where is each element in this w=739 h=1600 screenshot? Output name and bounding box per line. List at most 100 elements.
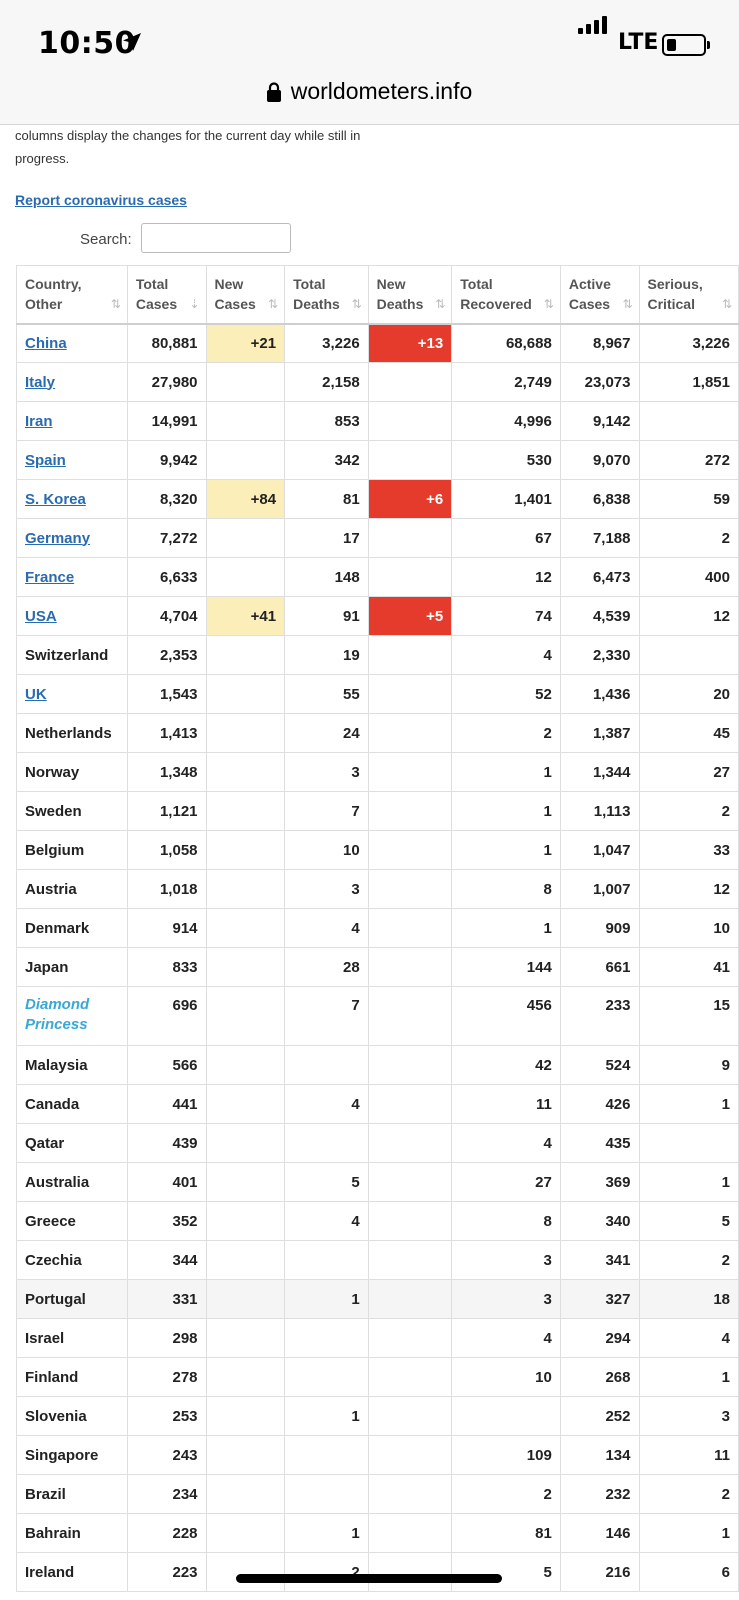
cell-total-cases: 441: [126, 1084, 207, 1124]
column-header-serious-critical[interactable]: Serious, Critical ⇅: [638, 265, 739, 325]
cell-new-deaths: [367, 362, 453, 402]
cell-total-deaths: 91: [284, 596, 369, 636]
sort-icon[interactable]: ⇅: [543, 296, 554, 311]
column-header-country[interactable]: Country, Other ⇅: [16, 265, 128, 325]
table-row: USA 4,704 +41 91 +5 74 4,539 12: [16, 596, 739, 636]
cell-total-cases: 7,272: [126, 518, 207, 558]
country-name: Netherlands: [16, 713, 128, 753]
country-name[interactable]: Germany: [16, 518, 128, 558]
cell-total-deaths: 2,158: [284, 362, 369, 402]
cell-total-deaths: [284, 1240, 369, 1280]
table-row: Iran 14,991 853 4,996 9,142: [16, 401, 739, 441]
cell-serious-critical: 5: [638, 1201, 739, 1241]
cell-total-cases: 439: [126, 1123, 207, 1163]
cell-total-cases: 278: [126, 1357, 207, 1397]
country-name[interactable]: Italy: [16, 362, 128, 402]
country-name[interactable]: China: [16, 323, 128, 363]
cell-total-deaths: 1: [284, 1279, 369, 1319]
column-header-total-deaths[interactable]: Total Deaths ⇅: [284, 265, 369, 325]
cell-new-cases: [205, 1435, 286, 1475]
cell-active-cases: 909: [559, 908, 640, 948]
cell-serious-critical: 3: [638, 1396, 739, 1436]
cell-new-deaths: [367, 869, 453, 909]
cell-total-recovered: 144: [451, 947, 561, 987]
table-row: Czechia 344 3 341 2: [16, 1240, 739, 1280]
sort-icon[interactable]: ⇅: [268, 296, 279, 311]
cell-total-recovered: 42: [451, 1045, 561, 1085]
country-name[interactable]: S. Korea: [16, 479, 128, 519]
cell-serious-critical: 12: [638, 596, 739, 636]
column-header-label: Active: [568, 276, 611, 292]
cell-active-cases: 9,070: [559, 440, 640, 480]
cell-total-recovered: 11: [451, 1084, 561, 1124]
cell-total-deaths: 24: [284, 713, 369, 753]
cell-new-deaths: [367, 674, 453, 714]
column-header-total-recovered[interactable]: Total Recovered ⇅: [451, 265, 561, 325]
cell-new-deaths: [367, 1552, 453, 1592]
table-row: Greece 352 4 8 340 5: [16, 1201, 739, 1241]
cell-new-cases: +84: [205, 479, 286, 519]
sort-icon[interactable]: ⇅: [351, 296, 362, 311]
sort-icon[interactable]: ⇣: [189, 296, 200, 311]
country-name[interactable]: Diamond Princess: [16, 986, 128, 1046]
cell-active-cases: 23,073: [559, 362, 640, 402]
cell-total-deaths: 148: [284, 557, 369, 597]
address-bar[interactable]: worldometers.info: [0, 78, 739, 105]
cell-total-cases: 344: [126, 1240, 207, 1280]
column-header-new-cases[interactable]: New Cases ⇅: [205, 265, 286, 325]
column-header-label: Total: [135, 276, 169, 292]
cell-total-cases: 253: [126, 1396, 207, 1436]
column-header-active-cases[interactable]: Active Cases ⇅: [559, 265, 640, 325]
country-name[interactable]: USA: [16, 596, 128, 636]
cell-total-recovered: 8: [451, 869, 561, 909]
cell-total-recovered: 3: [451, 1240, 561, 1280]
cell-total-cases: 27,980: [126, 362, 207, 402]
report-cases-link[interactable]: Report coronavirus cases: [15, 192, 187, 208]
sort-icon[interactable]: ⇅: [622, 296, 633, 311]
cell-serious-critical: 1: [638, 1084, 739, 1124]
cell-new-cases: [205, 1162, 286, 1202]
cell-total-deaths: 3,226: [284, 323, 369, 363]
cell-new-cases: [205, 713, 286, 753]
cell-total-deaths: 2: [284, 1552, 369, 1592]
table-row: Brazil 234 2 232 2: [16, 1474, 739, 1514]
country-name: Austria: [16, 869, 128, 909]
sort-icon[interactable]: ⇅: [110, 296, 121, 311]
cell-total-recovered: 2: [451, 713, 561, 753]
cell-serious-critical: 2: [638, 1474, 739, 1514]
sort-icon[interactable]: ⇅: [435, 296, 446, 311]
cell-total-recovered: 2,749: [451, 362, 561, 402]
country-name[interactable]: Iran: [16, 401, 128, 441]
table-row: Slovenia 253 1 252 3: [16, 1396, 739, 1436]
cell-total-deaths: 55: [284, 674, 369, 714]
cell-total-deaths: 3: [284, 752, 369, 792]
country-name[interactable]: UK: [16, 674, 128, 714]
search-input[interactable]: [141, 223, 291, 253]
cell-serious-critical: [638, 401, 739, 441]
country-name[interactable]: France: [16, 557, 128, 597]
cell-new-cases: +41: [205, 596, 286, 636]
cell-total-recovered: 1: [451, 791, 561, 831]
table-row: Qatar 439 4 435: [16, 1123, 739, 1163]
cell-total-cases: 14,991: [126, 401, 207, 441]
column-header-label: Total: [293, 276, 326, 292]
cell-active-cases: 369: [559, 1162, 640, 1202]
column-header-total-cases[interactable]: Total Cases ⇣: [126, 265, 207, 325]
cell-total-deaths: 7: [284, 791, 369, 831]
cell-total-cases: 401: [126, 1162, 207, 1202]
cell-new-deaths: [367, 635, 453, 675]
cell-active-cases: 524: [559, 1045, 640, 1085]
sort-icon[interactable]: ⇅: [721, 296, 732, 311]
cell-new-cases: [205, 1201, 286, 1241]
country-name[interactable]: Spain: [16, 440, 128, 480]
cell-total-recovered: 1,401: [451, 479, 561, 519]
home-indicator: [236, 1574, 502, 1583]
cell-new-cases: [205, 401, 286, 441]
cell-new-cases: [205, 1240, 286, 1280]
column-header-new-deaths[interactable]: New Deaths ⇅: [367, 265, 453, 325]
column-header-label: Serious,: [647, 276, 703, 292]
cell-serious-critical: 2: [638, 1240, 739, 1280]
cell-total-deaths: 4: [284, 1084, 369, 1124]
cell-new-cases: [205, 1474, 286, 1514]
cell-active-cases: 1,007: [559, 869, 640, 909]
